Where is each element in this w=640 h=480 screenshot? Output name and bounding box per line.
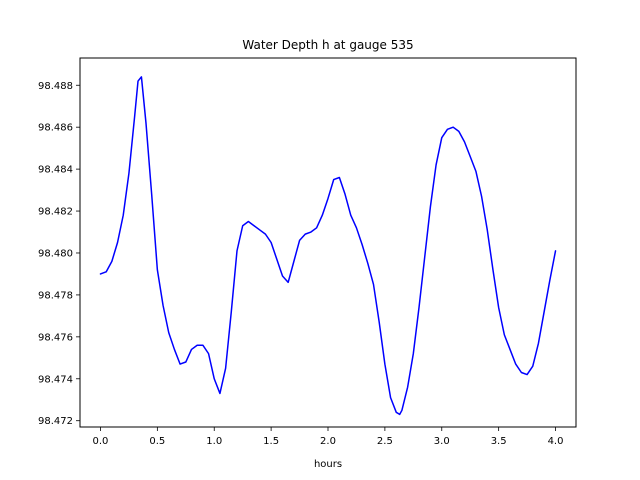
series-layer <box>99 76 557 416</box>
x-tick-label: 2.0 <box>320 436 336 447</box>
x-tick-label: 1.5 <box>263 436 279 447</box>
series-line-0 <box>99 76 557 416</box>
y-tick-label: 98.484 <box>38 165 73 176</box>
x-tick-label: 3.5 <box>491 436 507 447</box>
x-tick-label: 0.0 <box>93 436 109 447</box>
y-tick-label: 98.472 <box>38 416 73 427</box>
y-tick-label: 98.482 <box>38 207 73 218</box>
x-tick-label: 1.0 <box>206 436 222 447</box>
x-tick-label: 4.0 <box>548 436 564 447</box>
x-tick-label: 0.5 <box>149 436 165 447</box>
plot-area <box>80 58 576 427</box>
y-tick-label: 98.486 <box>38 123 73 134</box>
y-tick-label: 98.474 <box>38 374 73 385</box>
x-axis-ticks: 0.0 0.5 1.0 1.5 2.0 2.5 3.0 3.5 4.0 <box>93 427 564 447</box>
chart-title: Water Depth h at gauge 535 <box>242 38 413 52</box>
y-tick-label: 98.478 <box>38 290 73 301</box>
y-tick-label: 98.480 <box>38 248 73 259</box>
y-tick-label: 98.476 <box>38 332 73 343</box>
y-axis-ticks: 98.472 98.474 98.476 98.478 98.480 98.482 98.4… <box>38 81 80 427</box>
x-tick-label: 2.5 <box>377 436 393 447</box>
x-tick-label: 3.0 <box>434 436 450 447</box>
y-tick-label: 98.488 <box>38 81 73 92</box>
x-axis-label: hours <box>314 459 342 470</box>
